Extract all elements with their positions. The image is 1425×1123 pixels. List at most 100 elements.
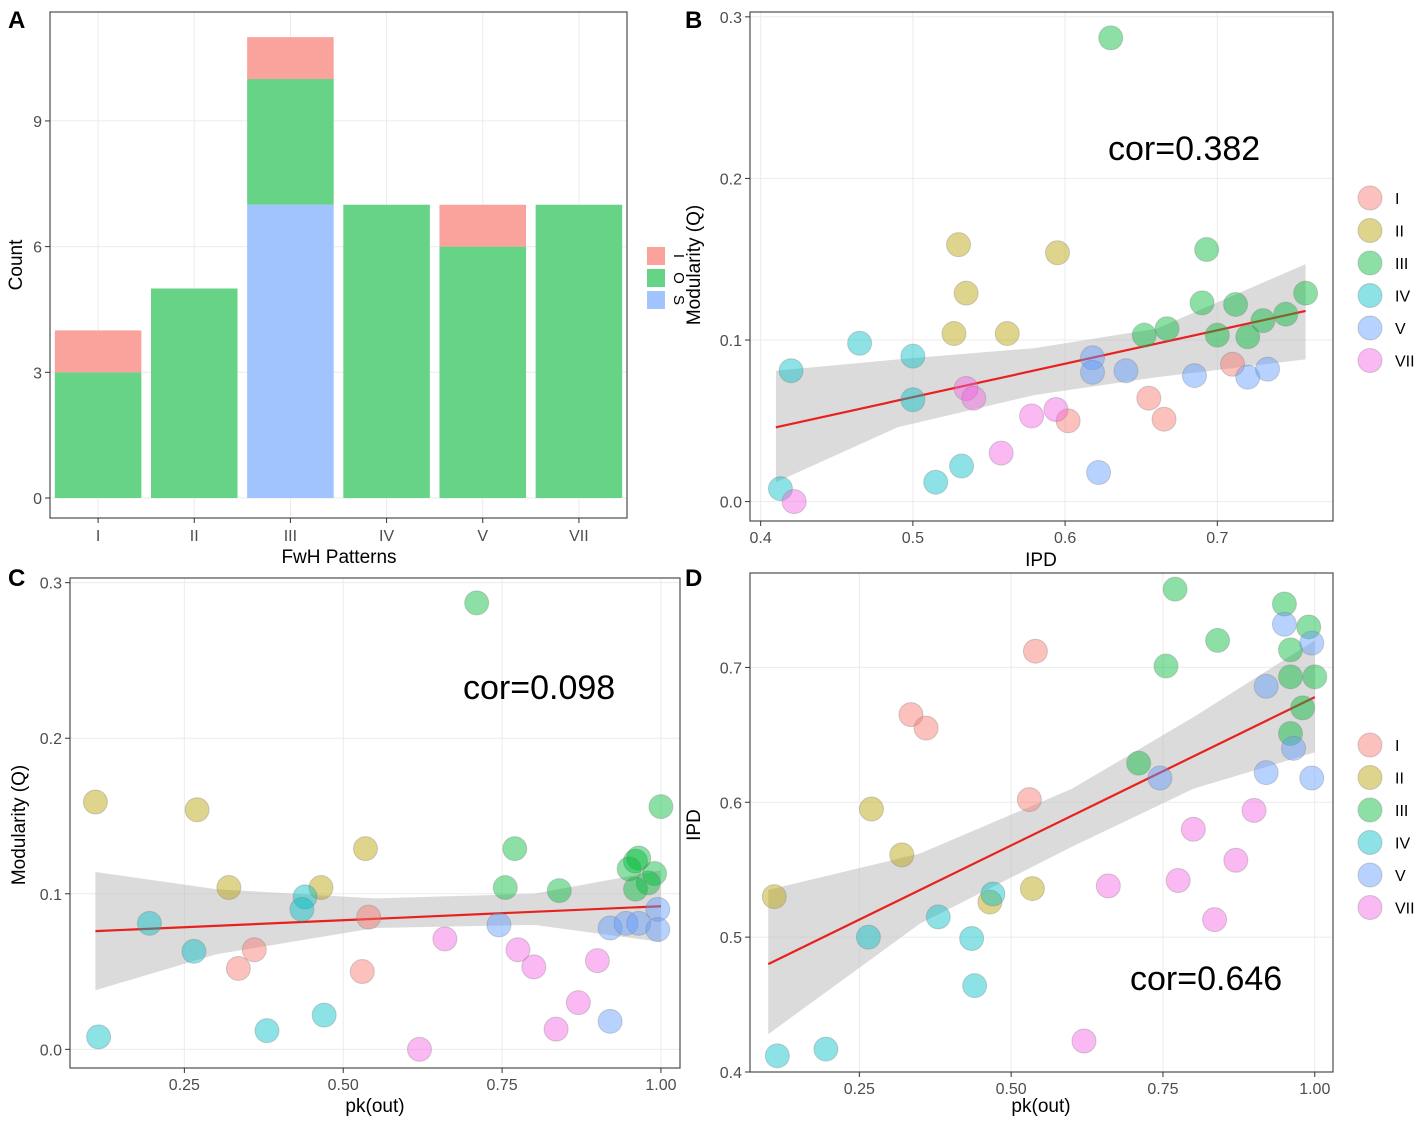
panel-d-confidence-band xyxy=(768,640,1315,1035)
panel-a-y-tick-label: 3 xyxy=(33,365,42,382)
panel-c-point-III xyxy=(616,856,642,882)
panel-d-point-IV xyxy=(925,904,951,930)
panel-b-point-V xyxy=(1079,359,1105,385)
panel-b-point-V xyxy=(1079,345,1105,371)
panel-d-point-VII xyxy=(1071,1028,1097,1054)
panel-c-x-tick-label: 1.00 xyxy=(645,1077,676,1094)
panel-c-point-V xyxy=(613,910,639,936)
panel-d-point-II xyxy=(889,842,915,868)
panel-d-point-I xyxy=(1016,787,1042,813)
panel-d-legend-key-I xyxy=(1357,732,1383,758)
panel-b-point-I xyxy=(1136,385,1162,411)
panel-b-y-axis-label: Modularity (Q) xyxy=(684,205,705,325)
panel-d-point-V xyxy=(1271,611,1297,637)
panel-b-x-tick-label: 0.5 xyxy=(902,530,924,547)
panel-d-point-III xyxy=(1205,627,1231,653)
panel-d-point-III xyxy=(1302,664,1328,690)
panel-d-point-III xyxy=(1162,576,1188,602)
panel-letter-c: C xyxy=(8,565,25,592)
panel-b-x-tick-label: 0.6 xyxy=(1054,530,1076,547)
panel-d-point-II xyxy=(761,884,787,910)
panel-c-point-VII xyxy=(406,1036,432,1062)
panel-b-y-tick-label: 0.2 xyxy=(720,171,742,188)
panel-c-point-II xyxy=(352,836,378,862)
panel-d-point-I xyxy=(913,715,939,741)
panel-d-y-tick-label: 0.7 xyxy=(720,660,742,677)
panel-c-point-IV xyxy=(292,884,318,910)
panel-c-point-III xyxy=(623,876,649,902)
panel-b-point-IV xyxy=(949,453,975,479)
panel-c-point-III xyxy=(648,794,674,820)
panel-a-x-tick-label: V xyxy=(477,528,488,545)
panel-d-point-IV xyxy=(764,1043,790,1069)
panel-a-x-tick-label: II xyxy=(190,528,199,545)
panel-a-x-tick-label: IV xyxy=(379,528,394,545)
panel-b-point-V xyxy=(1086,460,1112,486)
panel-b-point-III xyxy=(1273,301,1299,327)
panel-d-point-II xyxy=(858,796,884,822)
panel-b-point-VII xyxy=(961,385,987,411)
panel-c-point-III xyxy=(642,861,668,887)
panel-d-point-II xyxy=(977,889,1003,915)
panel-c-point-IV xyxy=(181,938,207,964)
panel-a-legend: I O S xyxy=(647,247,687,309)
panel-d-point-I xyxy=(1022,638,1048,664)
panel-d-legend-key-IV xyxy=(1357,830,1383,855)
panel-b-point-V xyxy=(1181,363,1207,389)
panel-d-point-I xyxy=(898,702,924,728)
panel-c-point-IV xyxy=(254,1018,280,1044)
panel-b-point-III xyxy=(1131,322,1157,348)
panel-d-y-tick-label: 0.5 xyxy=(720,930,742,947)
panel-d-point-III xyxy=(1126,750,1152,776)
panel-d-legend-key-V xyxy=(1357,862,1383,888)
panel-b-point-V xyxy=(1255,356,1281,382)
panel-a-y-axis-label: Count xyxy=(6,239,27,290)
panel-d-point-IV xyxy=(855,924,881,950)
panel-d-point-IV xyxy=(813,1036,839,1062)
panel-c-point-I xyxy=(225,955,251,981)
panel-c-point-III xyxy=(635,870,661,896)
panel-c-confidence-band xyxy=(95,870,661,991)
panel-a-border xyxy=(49,11,628,519)
panel-d-point-VII xyxy=(1180,816,1206,842)
panel-b-legend-label-II: II xyxy=(1395,224,1404,241)
panel-b-confidence-band xyxy=(775,264,1306,483)
panel-a-bar-II-O xyxy=(150,288,238,498)
panel-d-point-IV xyxy=(959,925,985,951)
panel-b-y-tick-label: 0.1 xyxy=(720,333,742,350)
panel-b-point-VII xyxy=(953,375,979,401)
panel-d-point-VII xyxy=(1223,847,1249,873)
panel-c-point-III xyxy=(492,875,518,901)
panel-b-point-I xyxy=(1151,406,1177,432)
panel-c-point-II xyxy=(82,789,108,815)
panel-b-point-II xyxy=(994,321,1020,347)
panel-c-point-V xyxy=(626,910,652,936)
panel-b-legend-key-I xyxy=(1357,185,1383,211)
panel-a-bar-III-O xyxy=(247,79,334,205)
panel-a-x-tick-label: I xyxy=(96,528,100,545)
panel-b-point-IV xyxy=(900,343,926,369)
panel-c-point-III xyxy=(546,878,572,904)
panel-c-point-III xyxy=(623,848,649,874)
panel-d-border xyxy=(749,572,1334,1073)
panel-b-x-tick-label: 0.4 xyxy=(750,530,772,547)
panel-b-y-tick-label: 0.3 xyxy=(720,10,742,27)
panel-c-point-V xyxy=(645,896,671,922)
panel-b-point-IV xyxy=(778,358,804,384)
panel-b-point-I xyxy=(1220,351,1246,377)
panel-c-point-IV xyxy=(311,1002,337,1028)
panel-b-x-axis-label: IPD xyxy=(1025,550,1057,571)
panel-d-y-tick-label: 0.4 xyxy=(720,1065,742,1082)
panel-d-legend-label-I: I xyxy=(1395,738,1399,755)
panel-d-point-III xyxy=(1277,637,1303,663)
panel-a-bar-V-O xyxy=(439,246,527,498)
panel-c-point-V xyxy=(645,917,671,943)
panel-d-point-V xyxy=(1253,760,1279,786)
panel-d-y-tick-label: 0.6 xyxy=(720,795,742,812)
panel-a-legend-key-O xyxy=(647,269,665,287)
panel-b-point-II xyxy=(946,232,972,258)
panel-d-point-III xyxy=(1277,720,1303,746)
panel-b-x-tick-label: 0.7 xyxy=(1206,530,1228,547)
panel-c-point-VII xyxy=(543,1016,569,1042)
